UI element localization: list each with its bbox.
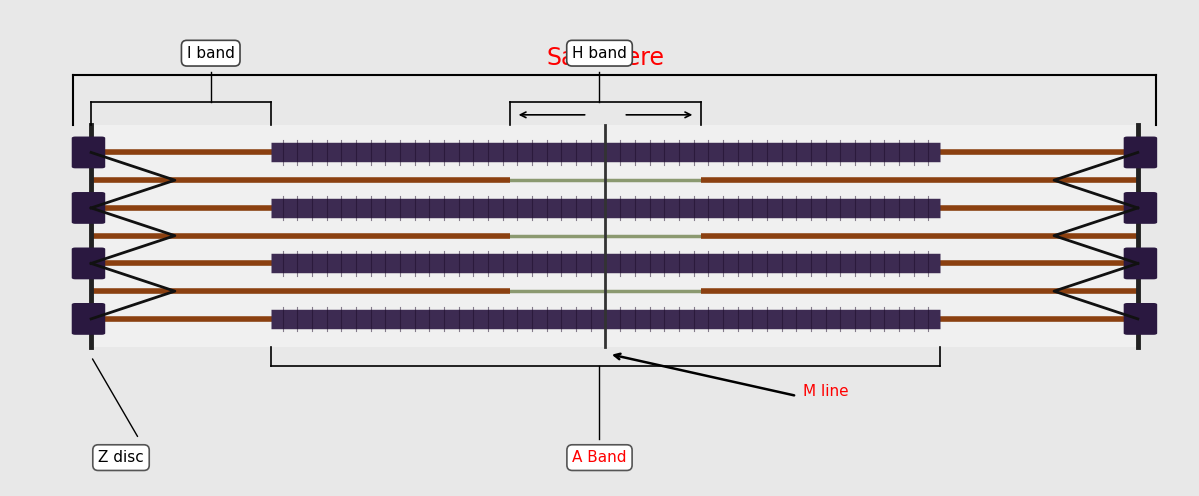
FancyBboxPatch shape: [1123, 192, 1157, 224]
FancyBboxPatch shape: [1123, 248, 1157, 279]
FancyBboxPatch shape: [1123, 303, 1157, 335]
Text: A Band: A Band: [572, 450, 627, 465]
FancyBboxPatch shape: [72, 192, 106, 224]
Text: H band: H band: [572, 46, 627, 61]
FancyBboxPatch shape: [72, 303, 106, 335]
FancyBboxPatch shape: [72, 136, 106, 168]
FancyBboxPatch shape: [91, 124, 1138, 347]
FancyBboxPatch shape: [1123, 136, 1157, 168]
Text: Sacomere: Sacomere: [547, 47, 664, 70]
FancyBboxPatch shape: [72, 248, 106, 279]
Text: M line: M line: [803, 383, 849, 398]
Text: I band: I band: [187, 46, 235, 61]
Text: Z disc: Z disc: [98, 450, 144, 465]
